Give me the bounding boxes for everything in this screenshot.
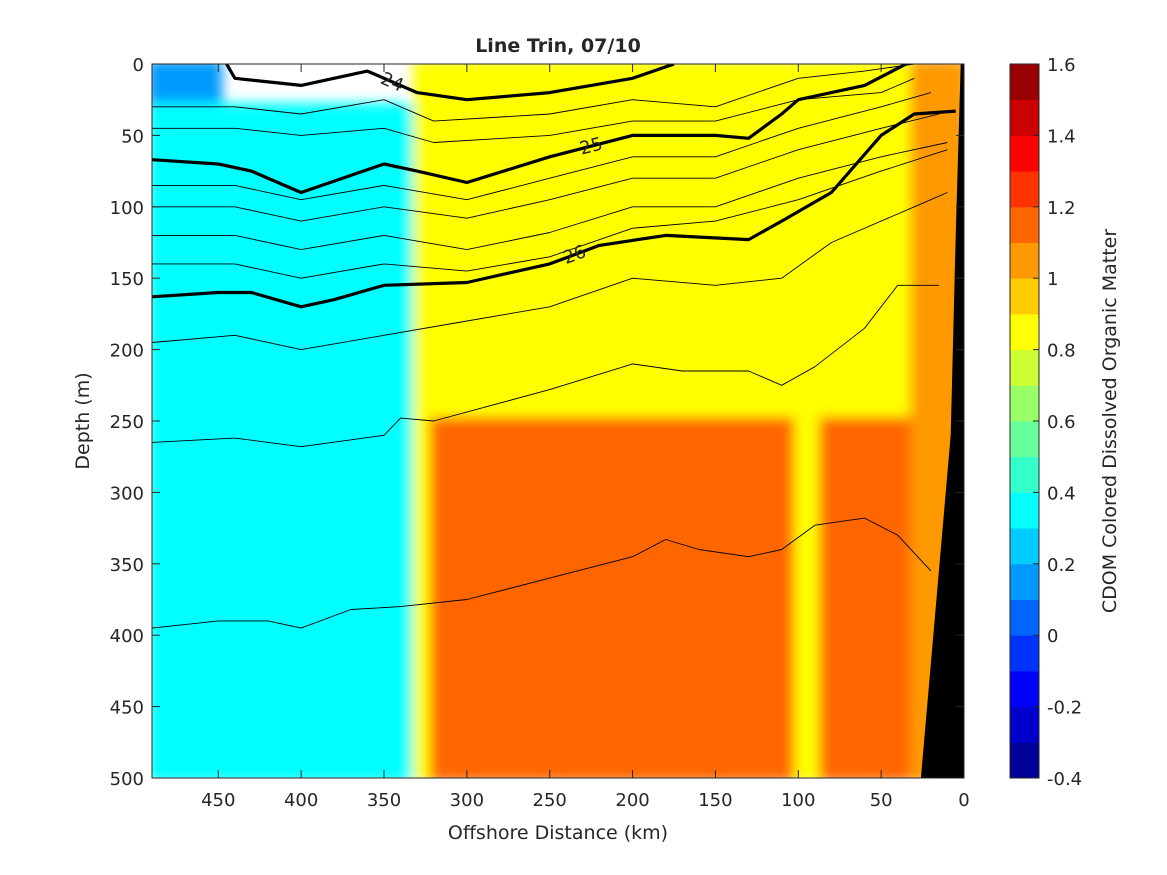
colorbar-tick-label: -0.2 <box>1047 698 1082 719</box>
colorbar-segment <box>1010 670 1039 708</box>
colorbar-segment <box>1010 171 1039 208</box>
chart-title: Line Trin, 07/10 <box>475 35 641 57</box>
isopycnal-thin-9 <box>152 192 948 351</box>
isopycnal-thin-5 <box>152 92 932 201</box>
colorbar-segment <box>1010 349 1039 386</box>
colorbar <box>1009 63 1040 779</box>
x-tick-label: 200 <box>615 790 649 811</box>
x-tick-label: 250 <box>533 790 567 811</box>
colorbar-segment <box>1010 635 1039 672</box>
colorbar-segment <box>1010 313 1039 351</box>
colorbar-tick-label: 0.8 <box>1047 341 1076 362</box>
colorbar-segment <box>1010 278 1039 315</box>
density-contours <box>152 64 956 629</box>
y-tick-label: 350 <box>110 555 144 576</box>
colorbar-segment <box>1010 421 1039 458</box>
colorbar-segment <box>1010 706 1039 743</box>
colorbar-tick-label: 1.6 <box>1047 55 1076 76</box>
y-tick-label: 450 <box>110 698 144 719</box>
y-tick-label: 250 <box>110 412 144 433</box>
y-tick-label: 150 <box>110 269 144 290</box>
cdom-region-6 <box>819 417 919 778</box>
colorbar-segment <box>1010 563 1039 600</box>
colorbar-segment <box>1010 528 1039 565</box>
colorbar-ticks: 1.6 1.4 1.2 1 0.8 0.6 0.4 0.2 0 -0.2 -0.4 <box>1033 55 1082 790</box>
cdom-region-3 <box>429 64 919 425</box>
x-axis: 450 400 350 300 250 200 150 100 50 0 <box>201 64 970 811</box>
x-tick-label: 0 <box>958 790 969 811</box>
y-tick-label: 100 <box>110 198 144 219</box>
colorbar-tick-label: -0.4 <box>1047 769 1082 790</box>
isopycnal-thin-8 <box>152 149 948 279</box>
seafloor-bathymetry <box>920 64 964 778</box>
colorbar-segment <box>1010 206 1039 243</box>
x-tick-label: 350 <box>367 790 401 811</box>
cdom-region-4 <box>429 417 803 778</box>
x-axis-label: Offshore Distance (km) <box>448 822 668 844</box>
colorbar-segment <box>1010 135 1039 172</box>
x-tick-label: 400 <box>284 790 318 811</box>
colorbar-tick-label: 1.4 <box>1047 126 1076 147</box>
colorbar-tick-label: 1.2 <box>1047 198 1076 219</box>
isopycnal-26 <box>152 109 956 309</box>
colorbar-segment <box>1010 599 1039 636</box>
colorbar-tick-label: 0 <box>1047 626 1058 647</box>
cdom-field <box>152 64 964 778</box>
isopycnal-thin-3 <box>152 64 915 122</box>
isopycnal-thin-11 <box>152 517 932 629</box>
colorbar-tick-label: 1 <box>1047 269 1058 290</box>
colorbar-segment <box>1010 64 1039 101</box>
colorbar-segment <box>1010 492 1039 529</box>
x-tick-label: 50 <box>870 790 893 811</box>
colorbar-segment <box>1010 385 1039 422</box>
x-tick-label: 450 <box>201 790 235 811</box>
y-axis: 0 50 100 150 200 250 300 350 400 450 500 <box>110 55 964 790</box>
x-tick-label: 100 <box>781 790 815 811</box>
y-tick-label: 200 <box>110 341 144 362</box>
y-tick-label: 500 <box>110 769 144 790</box>
colorbar-segment <box>1010 242 1039 279</box>
y-tick-label: 50 <box>121 126 144 147</box>
colorbar-segment <box>1010 456 1039 493</box>
isopycnal-thin-7 <box>152 142 948 251</box>
colorbar-tick-label: 0.4 <box>1047 483 1076 504</box>
isopycnal-thin-6 <box>152 113 940 222</box>
isopycnal-24 <box>225 64 675 102</box>
isopycnal-thin-10 <box>152 284 940 448</box>
isopycnal-thin-4 <box>152 77 915 143</box>
y-tick-label: 300 <box>110 483 144 504</box>
colorbar-tick-label: 0.2 <box>1047 555 1076 576</box>
colorbar-label: CDOM Colored Dissolved Organic Matter <box>1099 229 1121 613</box>
colorbar-segment <box>1010 742 1039 779</box>
x-tick-label: 150 <box>698 790 732 811</box>
y-tick-label: 400 <box>110 626 144 647</box>
colorbar-tick-label: 0.6 <box>1047 412 1076 433</box>
cdom-region-1 <box>152 102 422 778</box>
y-tick-label: 0 <box>133 55 144 76</box>
y-axis-label: Depth (m) <box>72 372 94 469</box>
isopycnal-25 <box>152 64 907 195</box>
colorbar-segment <box>1010 99 1039 136</box>
x-tick-label: 300 <box>450 790 484 811</box>
